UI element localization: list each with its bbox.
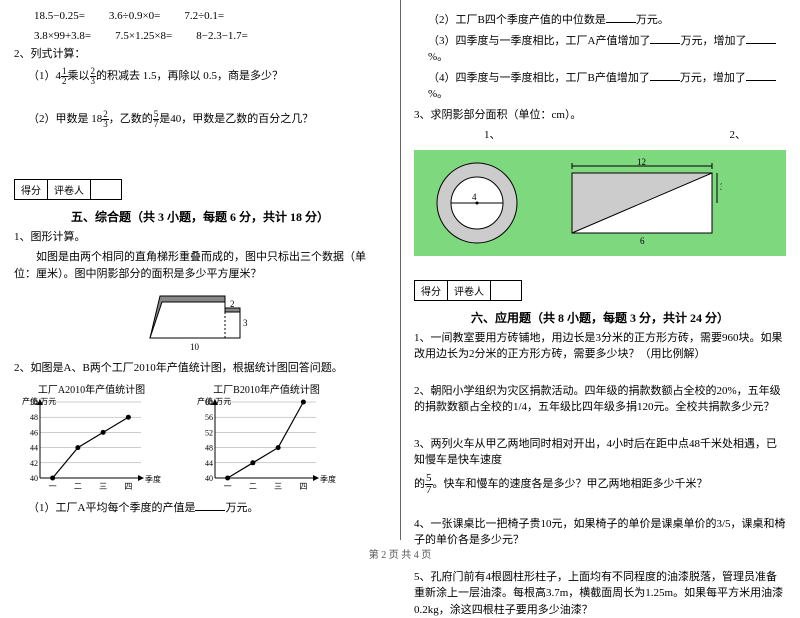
blank-field[interactable] [746, 70, 776, 81]
problem: 2、朝阳小学组织为灾区捐款活动。四年级的捐款数额占全校的20%，五年级的捐款数额… [414, 383, 786, 416]
expr: 7.2÷0.1= [184, 10, 224, 22]
svg-text:6: 6 [640, 236, 645, 246]
figures-panel: 4 12 3 6 [414, 150, 786, 256]
svg-text:46: 46 [30, 428, 38, 437]
expression-row: 18.5−0.25= 3.6÷0.9×0= 7.2÷0.1= [14, 10, 386, 22]
sub-item: （4）四季度与一季度相比，工厂B产值增加了万元，增加了%。 [414, 70, 786, 103]
svg-text:2: 2 [230, 299, 235, 309]
svg-text:52: 52 [205, 428, 213, 437]
svg-text:40: 40 [205, 474, 213, 483]
q2-text: 2、如图是A、B两个工厂2010年产值统计图，根据统计图回答问题。 [14, 360, 386, 377]
subitem: （1）412乘以23的积减去 1.5，再除以 0.5，商是多少？ [14, 67, 386, 86]
blank-field[interactable] [195, 500, 225, 511]
page-footer: 第 2 页 共 4 页 [0, 546, 800, 561]
trapezoid-figure: 3 2 10 [140, 288, 260, 354]
problem: 5、孔府门前有4根圆柱形柱子，上面均有不同程度的油漆脱落，管理员准备重新涂上一层… [414, 569, 786, 618]
expr: 3.8×99+3.8= [34, 30, 91, 42]
chart-a: 工厂A2010年产值统计图 404244464850一二三四产值/万元季度 [14, 381, 169, 496]
chart-title: 工厂A2010年产值统计图 [14, 381, 169, 396]
q3-head: 3、求阴影部分面积（单位：cm）。 [414, 107, 786, 124]
q2-sub1: （1）工厂A平均每个季度的产值是万元。 [14, 500, 386, 517]
blank-field[interactable] [606, 12, 636, 23]
score-label: 得分 [415, 281, 448, 300]
chart-title: 工厂B2010年产值统计图 [189, 381, 344, 396]
charts-container: 工厂A2010年产值统计图 404244464850一二三四产值/万元季度 工厂… [14, 381, 386, 496]
svg-text:三: 三 [99, 482, 107, 491]
problem: 3、两列火车从甲乙两地同时相对开出，4小时后在距中点48千米处相遇，已知慢车是快… [414, 436, 786, 469]
svg-text:季度: 季度 [145, 474, 161, 484]
svg-text:56: 56 [205, 413, 213, 422]
svg-text:四: 四 [124, 482, 132, 491]
expr: 8−2.3−1.7= [196, 30, 248, 42]
svg-text:48: 48 [205, 443, 213, 452]
expr: 3.6÷0.9×0= [109, 10, 160, 22]
right-column: （2）工厂B四个季度产值的中位数是万元。 （3）四季度与一季度相比，工厂A产值增… [400, 0, 800, 540]
expression-row: 3.8×99+3.8= 7.5×1.25×8= 8−2.3−1.7= [14, 30, 386, 42]
score-box: 得分 评卷人 [414, 280, 522, 301]
blank-field[interactable] [746, 33, 776, 44]
figure-labels: 1、 2、 [414, 127, 786, 144]
svg-text:44: 44 [205, 458, 213, 467]
grader-label: 评卷人 [48, 180, 91, 199]
section-title: 五、综合题（共 3 小题，每题 6 分，共计 18 分） [14, 208, 386, 225]
column-divider [400, 0, 401, 540]
svg-text:12: 12 [637, 158, 646, 167]
svg-text:48: 48 [30, 413, 38, 422]
svg-text:二: 二 [249, 482, 257, 491]
svg-text:44: 44 [30, 443, 38, 452]
svg-text:一: 一 [49, 482, 57, 491]
problem-cont: 的57。快车和慢车的速度各是多少？甲乙两地相距多少千米？ [414, 473, 786, 496]
svg-text:3: 3 [243, 318, 248, 328]
section-title: 六、应用题（共 8 小题，每题 3 分，共计 24 分） [414, 309, 786, 326]
svg-text:40: 40 [30, 474, 38, 483]
q1-head: 1、图形计算。 [14, 229, 386, 246]
q1-text: 如图是由两个相同的直角梯形重叠而成的，图中只标出三个数据（单位：厘米）。图中阴影… [14, 249, 386, 282]
score-blank [491, 281, 521, 300]
sub-item: （3）四季度与一季度相比，工厂A产值增加了万元，增加了%。 [414, 33, 786, 66]
subitem: （2）甲数是 1823，乙数的57是40，甲数是乙数的百分之几？ [14, 110, 386, 129]
svg-text:3: 3 [720, 182, 722, 192]
svg-text:10: 10 [190, 342, 200, 352]
expr: 18.5−0.25= [34, 10, 85, 22]
grader-label: 评卷人 [448, 281, 491, 300]
blank-field[interactable] [650, 70, 680, 81]
expr: 7.5×1.25×8= [115, 30, 172, 42]
score-label: 得分 [15, 180, 48, 199]
svg-text:一: 一 [224, 482, 232, 491]
problem: 4、一张课桌比一把椅子贵10元，如果椅子的单价是课桌单价的3/5，课桌和椅子的单… [414, 516, 786, 549]
problem: 1、一间教室要用方砖铺地，用边长是3分米的正方形方砖，需要960块。如果改用边长… [414, 330, 786, 363]
svg-text:三: 三 [274, 482, 282, 491]
rect-triangle-figure: 12 3 6 [562, 158, 722, 248]
score-blank [91, 180, 121, 199]
score-box: 得分 评卷人 [14, 179, 122, 200]
svg-text:产值/万元: 产值/万元 [197, 396, 231, 406]
svg-text:42: 42 [30, 458, 38, 467]
ring-figure: 4 [422, 158, 532, 248]
svg-text:季度: 季度 [320, 474, 336, 484]
item-heading: 2、列式计算： [14, 46, 386, 63]
sub-item: （2）工厂B四个季度产值的中位数是万元。 [414, 12, 786, 29]
chart-b: 工厂B2010年产值统计图 404448525660一二三四产值/万元季度 [189, 381, 344, 496]
svg-text:四: 四 [299, 482, 307, 491]
svg-text:4: 4 [472, 192, 477, 202]
left-column: 18.5−0.25= 3.6÷0.9×0= 7.2÷0.1= 3.8×99+3.… [0, 0, 400, 540]
svg-text:二: 二 [74, 482, 82, 491]
blank-field[interactable] [650, 33, 680, 44]
svg-text:产值/万元: 产值/万元 [22, 396, 56, 406]
